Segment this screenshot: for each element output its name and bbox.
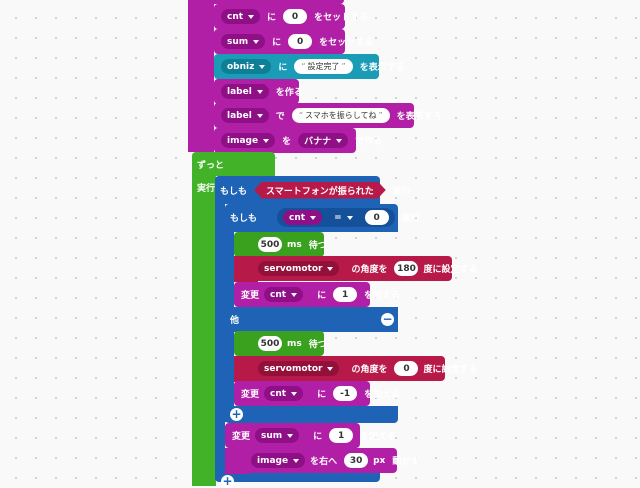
inner-if-header: もしも cnt = 0 実行: [230, 207, 420, 228]
forever-label: ずっと: [197, 161, 225, 171]
change-cnt-block[interactable]: 変更 cnt に 1 を加える: [234, 282, 400, 307]
pause-block[interactable]: 500 ms 待つ: [234, 232, 327, 257]
var-dropdown-sum[interactable]: sum: [255, 428, 300, 443]
servo-dropdown[interactable]: servomotor: [258, 261, 340, 276]
servo-dropdown[interactable]: servomotor: [258, 361, 340, 376]
var-dropdown-label[interactable]: label: [221, 84, 269, 99]
change-action-label: を加える: [364, 291, 400, 301]
pause-block[interactable]: 500 ms 待つ: [234, 331, 327, 356]
wait-label: 待つ: [308, 340, 327, 350]
change-value-input[interactable]: 1: [333, 287, 358, 302]
pause-ms-input[interactable]: 500: [258, 237, 282, 252]
forever-block[interactable]: [192, 152, 275, 176]
angle-input[interactable]: 180: [394, 261, 419, 276]
change-action-label: を加える: [364, 390, 400, 400]
inner-if-footer: [225, 406, 398, 423]
var-dropdown-cnt[interactable]: cnt: [264, 287, 304, 302]
change-value-input[interactable]: 1: [329, 428, 354, 443]
var-dropdown-cnt[interactable]: cnt: [283, 210, 323, 225]
compare-condition[interactable]: cnt = 0: [277, 208, 395, 227]
outer-if-bottom: [215, 472, 380, 482]
image-kind-dropdown[interactable]: バナナ: [298, 133, 349, 148]
else-label: 他: [230, 316, 240, 326]
move-right-label: を右へ: [310, 457, 338, 467]
display-to-label: に: [278, 63, 288, 73]
pause-ms-input[interactable]: 500: [258, 336, 282, 351]
move-action-label: 動かす: [392, 457, 420, 467]
if-label: もしも: [230, 214, 258, 224]
if-label: もしも: [220, 186, 248, 197]
set-action-label: をセットする: [314, 13, 369, 23]
else-section: [225, 307, 398, 332]
forever-do-label: 実行: [197, 184, 216, 194]
smartphone-shaken-condition[interactable]: スマートフォンが振られた: [254, 182, 386, 199]
servo-angle-block[interactable]: servomotor の角度を 0 度に設定する: [234, 356, 477, 381]
angle-input[interactable]: 0: [394, 361, 419, 376]
stack-spine: [188, 0, 214, 152]
change-label: 変更: [241, 390, 260, 400]
display-action-label: を表示する: [359, 63, 405, 73]
make-image-block[interactable]: image を バナナ で作る: [214, 128, 382, 153]
change-cnt-block[interactable]: 変更 cnt に -1 を加える: [234, 381, 400, 406]
set-to-label: に: [272, 38, 282, 48]
remove-else-button[interactable]: −: [381, 312, 394, 326]
var-dropdown-label[interactable]: label: [221, 108, 269, 123]
servo-action-label: 度に設定する: [423, 365, 478, 375]
servo-angle-block[interactable]: servomotor の角度を 180 度に設定する: [234, 256, 477, 281]
then-label: 実行: [401, 214, 420, 224]
then-label: 実行: [392, 186, 411, 197]
make-action-label: を作る: [275, 88, 303, 98]
set-sum-block[interactable]: sum に 0 をセットする: [214, 29, 373, 54]
px-unit-label: px: [373, 455, 386, 466]
change-action-label: を加える: [360, 432, 396, 442]
add-else-button-outer[interactable]: +: [221, 474, 234, 488]
compare-value-input[interactable]: 0: [364, 210, 389, 225]
var-dropdown-cnt[interactable]: cnt: [221, 9, 261, 24]
angle-label: の角度を: [351, 265, 388, 275]
var-dropdown-image[interactable]: image: [221, 133, 276, 148]
change-sum-block[interactable]: 変更 sum に 1 を加える: [225, 423, 396, 448]
text-input[interactable]: “スマホを振らしてね”: [291, 108, 390, 123]
set-action-label: をセットする: [319, 38, 374, 48]
ms-unit-label: ms: [287, 239, 302, 250]
ms-unit-label: ms: [287, 338, 302, 349]
servo-action-label: 度に設定する: [423, 265, 478, 275]
to-label: に: [313, 432, 323, 442]
make-label-block[interactable]: label を作る: [214, 79, 303, 104]
to-label: に: [317, 291, 327, 301]
var-dropdown-image[interactable]: image: [251, 453, 306, 468]
move-image-block[interactable]: image を右へ 30 px 動かす: [225, 448, 419, 473]
change-value-input[interactable]: -1: [333, 386, 358, 401]
label-display-block[interactable]: label で “スマホを振らしてね” を表示する: [214, 103, 442, 128]
stack-top-edge: [188, 0, 344, 4]
change-label: 変更: [241, 291, 260, 301]
outer-if-header: もしも スマートフォンが振られた 実行: [220, 181, 411, 199]
particle-label: を: [282, 137, 292, 147]
move-px-input[interactable]: 30: [344, 453, 369, 468]
to-label: に: [317, 390, 327, 400]
text-input[interactable]: “設定完了”: [294, 59, 353, 74]
forever-spine: [192, 176, 216, 486]
add-else-button[interactable]: +: [230, 407, 243, 421]
value-input[interactable]: 0: [288, 34, 313, 49]
value-input[interactable]: 0: [283, 9, 308, 24]
set-to-label: に: [267, 13, 277, 23]
operator-dropdown[interactable]: =: [332, 210, 355, 225]
device-dropdown-obniz[interactable]: obniz: [221, 59, 272, 74]
angle-label: の角度を: [351, 365, 388, 375]
outer-if-spine: [215, 204, 225, 480]
with-label: で: [275, 112, 285, 122]
display-action-label: を表示する: [396, 112, 442, 122]
obniz-display-block[interactable]: obniz に “設定完了” を表示する: [214, 54, 405, 79]
var-dropdown-sum[interactable]: sum: [221, 34, 266, 49]
var-dropdown-cnt[interactable]: cnt: [264, 386, 304, 401]
wait-label: 待つ: [308, 241, 327, 251]
set-cnt-block[interactable]: cnt に 0 をセットする: [214, 4, 368, 29]
make-action-label: で作る: [355, 137, 383, 147]
change-label: 変更: [232, 432, 251, 442]
